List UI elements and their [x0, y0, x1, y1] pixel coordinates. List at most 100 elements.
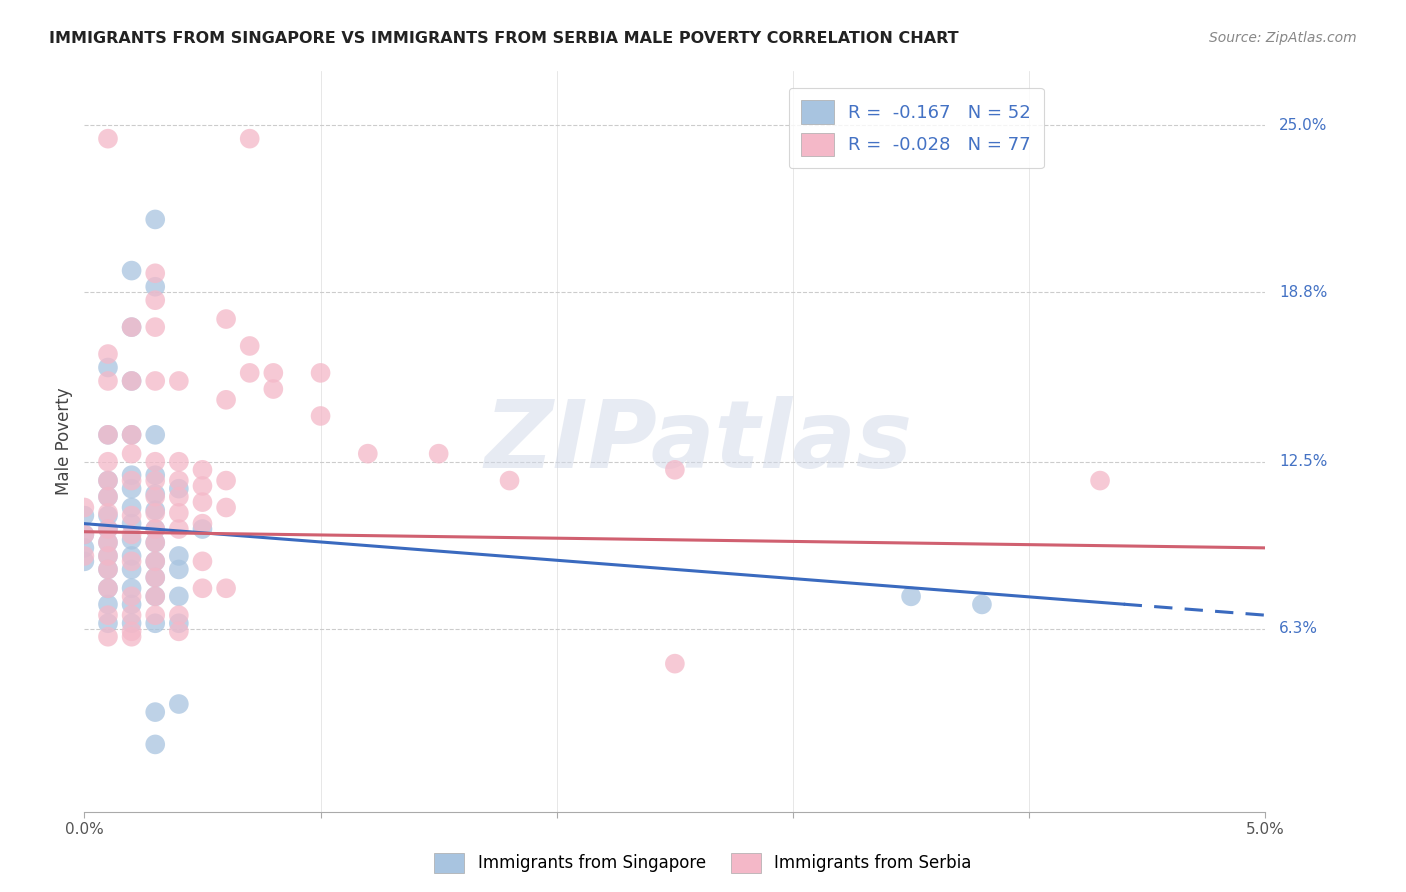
Point: [167, 608, 190, 623]
Point: [97, 508, 120, 523]
Point: [143, 279, 166, 293]
Point: [143, 522, 166, 536]
Point: [900, 590, 922, 604]
Text: 25.0%: 25.0%: [1279, 118, 1327, 133]
Point: [121, 598, 143, 612]
Point: [191, 495, 214, 509]
Point: [215, 392, 238, 407]
Point: [143, 320, 166, 334]
Text: Source: ZipAtlas.com: Source: ZipAtlas.com: [1209, 31, 1357, 45]
Point: [121, 516, 143, 531]
Point: [121, 320, 143, 334]
Point: [121, 624, 143, 639]
Point: [191, 479, 214, 493]
Point: [191, 516, 214, 531]
Point: [121, 608, 143, 623]
Point: [143, 522, 166, 536]
Text: 6.3%: 6.3%: [1279, 621, 1319, 636]
Point: [97, 347, 120, 361]
Point: [143, 503, 166, 517]
Point: [121, 320, 143, 334]
Point: [309, 366, 332, 380]
Point: [143, 535, 166, 549]
Point: [121, 374, 143, 388]
Point: [143, 455, 166, 469]
Text: IMMIGRANTS FROM SINGAPORE VS IMMIGRANTS FROM SERBIA MALE POVERTY CORRELATION CHA: IMMIGRANTS FROM SINGAPORE VS IMMIGRANTS …: [49, 31, 959, 46]
Point: [97, 522, 120, 536]
Point: [262, 382, 284, 396]
Point: [167, 590, 190, 604]
Point: [121, 468, 143, 483]
Point: [97, 490, 120, 504]
Point: [191, 554, 214, 568]
Point: [167, 522, 190, 536]
Point: [215, 312, 238, 326]
Point: [97, 535, 120, 549]
Point: [357, 447, 380, 461]
Point: [73, 527, 96, 541]
Point: [167, 374, 190, 388]
Point: [97, 374, 120, 388]
Point: [97, 616, 120, 631]
Legend: R =  -0.167   N = 52, R =  -0.028   N = 77: R = -0.167 N = 52, R = -0.028 N = 77: [789, 87, 1043, 169]
Point: [97, 474, 120, 488]
Point: [498, 474, 520, 488]
Point: [167, 624, 190, 639]
Point: [97, 490, 120, 504]
Point: [73, 549, 96, 563]
Point: [239, 339, 262, 353]
Point: [121, 562, 143, 576]
Point: [143, 554, 166, 568]
Point: [191, 522, 214, 536]
Point: [97, 608, 120, 623]
Point: [143, 535, 166, 549]
Point: [97, 535, 120, 549]
Point: [143, 490, 166, 504]
Point: [97, 360, 120, 375]
Point: [664, 463, 686, 477]
Point: [143, 266, 166, 280]
Point: [121, 474, 143, 488]
Point: [167, 506, 190, 520]
Point: [167, 562, 190, 576]
Point: [143, 506, 166, 520]
Point: [167, 455, 190, 469]
Point: [239, 366, 262, 380]
Point: [73, 541, 96, 555]
Text: ZIPatlas: ZIPatlas: [485, 395, 912, 488]
Point: [97, 562, 120, 576]
Point: [121, 533, 143, 547]
Point: [121, 581, 143, 595]
Text: 12.5%: 12.5%: [1279, 454, 1327, 469]
Point: [121, 508, 143, 523]
Point: [121, 549, 143, 563]
Point: [97, 131, 120, 145]
Point: [121, 374, 143, 388]
Point: [970, 598, 993, 612]
Point: [143, 590, 166, 604]
Point: [97, 427, 120, 442]
Point: [73, 554, 96, 568]
Point: [97, 562, 120, 576]
Point: [664, 657, 686, 671]
Point: [167, 490, 190, 504]
Point: [143, 374, 166, 388]
Point: [167, 697, 190, 711]
Point: [97, 549, 120, 563]
Point: [215, 581, 238, 595]
Point: [1088, 474, 1111, 488]
Point: [143, 738, 166, 752]
Legend: Immigrants from Singapore, Immigrants from Serbia: Immigrants from Singapore, Immigrants fr…: [427, 847, 979, 880]
Point: [143, 427, 166, 442]
Point: [239, 131, 262, 145]
Point: [73, 527, 96, 541]
Point: [143, 293, 166, 308]
Point: [191, 581, 214, 595]
Point: [215, 474, 238, 488]
Point: [121, 263, 143, 277]
Point: [427, 447, 450, 461]
Point: [167, 549, 190, 563]
Point: [167, 616, 190, 631]
Point: [191, 463, 214, 477]
Point: [309, 409, 332, 423]
